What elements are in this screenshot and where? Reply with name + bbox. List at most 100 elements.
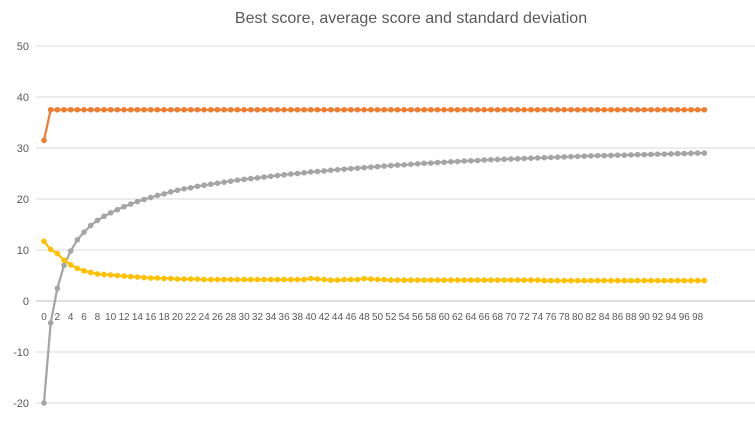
data-point (681, 277, 688, 284)
data-point (67, 106, 74, 113)
data-point (414, 106, 421, 113)
x-tick-label: 0 (41, 312, 47, 323)
data-point (181, 106, 187, 113)
data-point (354, 106, 361, 113)
data-point (87, 106, 94, 113)
data-point (688, 150, 694, 157)
x-tick-label: 6 (81, 312, 87, 323)
data-point (608, 106, 614, 113)
data-point (481, 106, 488, 113)
data-point (107, 209, 114, 216)
data-point (287, 106, 294, 113)
x-tick-label: 26 (212, 312, 224, 323)
data-point (154, 192, 161, 199)
data-point (668, 277, 674, 284)
series-line-0 (42, 108, 705, 141)
data-point (634, 151, 641, 158)
y-tick-label: 0 (23, 296, 29, 308)
data-point (41, 238, 47, 245)
data-point (341, 166, 347, 172)
data-point (174, 106, 181, 113)
data-point (141, 196, 147, 203)
data-point (261, 106, 267, 113)
data-point (341, 106, 347, 113)
data-point (428, 106, 434, 113)
data-point (488, 106, 494, 113)
data-point (668, 106, 674, 113)
data-point (574, 153, 581, 160)
data-point (241, 276, 247, 283)
data-point (361, 164, 367, 171)
data-point (528, 155, 534, 161)
data-point (701, 150, 708, 156)
data-point (448, 158, 454, 165)
data-point (488, 156, 494, 163)
data-point (181, 276, 187, 282)
data-point (388, 106, 394, 113)
data-point (561, 106, 568, 113)
data-point (227, 106, 234, 113)
data-point (167, 106, 174, 113)
data-point (328, 167, 334, 173)
data-point (568, 153, 574, 160)
y-tick-label: -10 (13, 347, 29, 359)
data-point (501, 106, 508, 113)
y-tick-label: 20 (17, 194, 29, 206)
data-point (534, 155, 541, 161)
data-point (207, 106, 214, 113)
data-point (461, 158, 468, 164)
data-point (247, 106, 254, 113)
data-point (174, 187, 181, 194)
data-point (74, 237, 81, 243)
x-tick-label: 66 (479, 312, 491, 323)
data-point (121, 273, 127, 279)
data-point (308, 275, 314, 282)
data-point (261, 174, 267, 180)
x-tick-label: 98 (692, 312, 704, 323)
data-point (414, 277, 421, 283)
data-point (354, 276, 361, 283)
data-point (534, 277, 541, 283)
x-tick-label: 30 (239, 312, 251, 323)
x-tick-label: 54 (399, 312, 411, 323)
data-point (321, 276, 327, 283)
x-tick-label: 16 (145, 312, 157, 323)
data-point (67, 261, 74, 268)
data-point (394, 277, 401, 283)
data-point (468, 157, 474, 164)
data-point (94, 106, 101, 113)
data-point (474, 106, 481, 113)
data-point (461, 106, 468, 113)
data-point (694, 150, 701, 156)
data-point (481, 157, 488, 163)
data-point (47, 106, 54, 113)
data-point (628, 277, 634, 284)
data-point (348, 276, 354, 283)
data-point (154, 106, 161, 113)
data-point (461, 277, 468, 283)
data-point (548, 106, 554, 113)
data-point (441, 277, 448, 283)
data-point (548, 154, 554, 161)
y-tick-label: 50 (17, 41, 29, 53)
x-tick-label: 24 (199, 312, 211, 323)
data-point (441, 106, 448, 113)
data-point (87, 222, 94, 229)
data-point (334, 277, 341, 283)
data-point (121, 203, 127, 210)
data-point (621, 277, 628, 284)
x-tick-label: 38 (292, 312, 304, 323)
data-point (581, 106, 588, 113)
data-point (588, 153, 594, 159)
x-tick-label: 8 (95, 312, 101, 323)
data-point (641, 106, 648, 113)
data-point (294, 170, 301, 177)
data-point (561, 154, 568, 160)
data-point (628, 106, 634, 113)
data-point (574, 277, 581, 284)
data-point (648, 277, 654, 284)
data-point (214, 276, 221, 283)
x-tick-label: 42 (319, 312, 331, 323)
data-point (581, 277, 588, 284)
